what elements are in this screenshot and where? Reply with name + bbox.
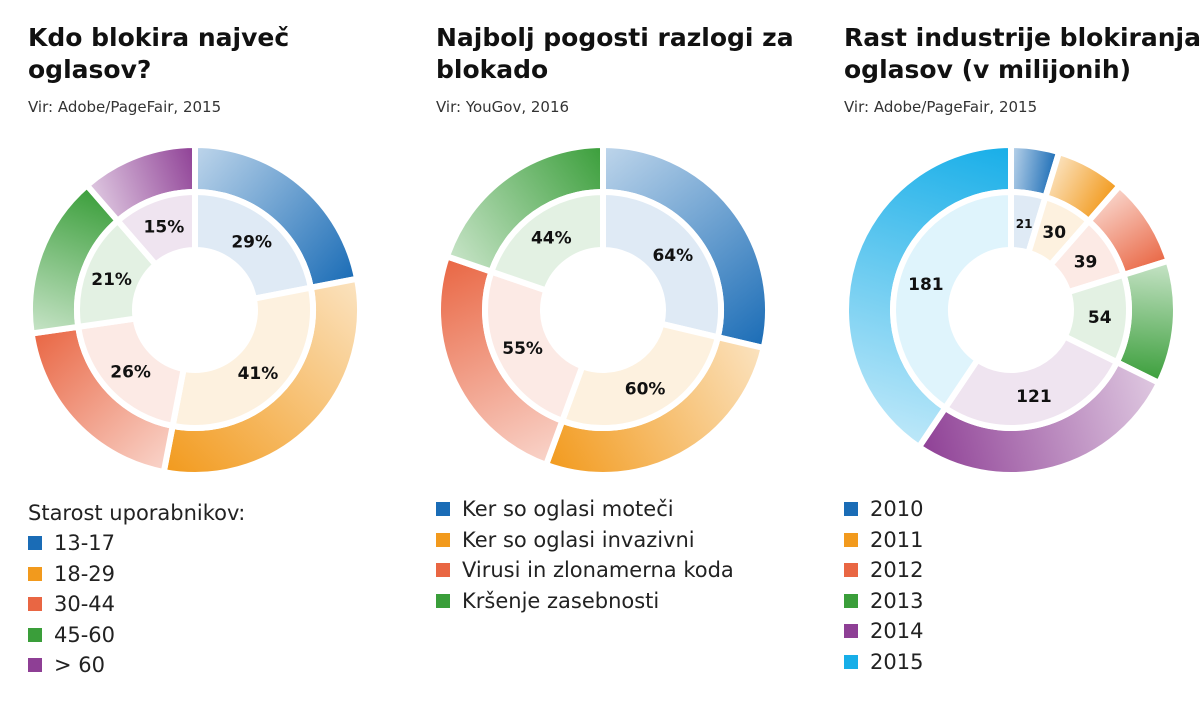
legend-swatch [436,593,450,608]
legend-label: 18-29 [54,561,116,586]
chart-source: Vir: Adobe/PageFair, 2015 [844,98,1038,116]
legend-label: 2014 [870,619,924,643]
legend-item: 2013 [844,586,923,617]
legend-age: Starost uporabnikov: 13-17 18-29 30-44 45-6… [28,498,245,681]
donut-segment-inner [890,188,1014,413]
legend-swatch [28,536,42,551]
legend-swatch [436,532,450,547]
legend-label: 2010 [870,497,924,521]
donut-segment-inner [600,188,724,341]
donut-chart-growth: 21 30 39 54 121 181 [843,141,1179,478]
data-label: 60% [625,379,666,399]
legend-item: 2014 [844,616,923,647]
legend-label: 2012 [870,558,924,582]
data-label: 44% [531,229,572,249]
legend-swatch [844,593,858,608]
donut-segment-inner [482,267,587,425]
legend-label: 2015 [870,649,924,674]
legend-item: Ker so oglasi invazivni [436,525,734,556]
legend-heading: Starost uporabnikov: [28,501,246,525]
legend-swatch [436,502,450,517]
data-label: 15% [144,218,185,238]
legend-swatch [844,532,858,547]
data-label: 55% [502,339,543,359]
legend-swatch [28,566,42,581]
legend-item: 45-60 [28,620,245,651]
donut-segment-inner [192,188,315,303]
chart-panel-growth: Rast industrije blokiranja oglasov (v mi… [816,0,1200,702]
donut-segment-inner [74,315,188,430]
chart-panel-reasons: Najbolj pogosti razlogi za blokado Vir: … [408,0,808,702]
data-label: 26% [110,362,151,382]
donut-segment-inner [941,332,1121,431]
chart-title: Rast industrije blokiranja oglasov (v mi… [844,23,1200,84]
legend-reasons: Ker so oglasi moteči Ker so oglasi invazi… [436,494,734,616]
chart-title: Najbolj pogosti razlogi za blokado [436,23,794,84]
data-label: 21% [91,270,132,290]
legend-item: 2011 [844,525,923,556]
legend-item: 2012 [844,555,923,586]
chart-panel-age: Kdo blokira največ oglasov? Vir: Adobe/P… [0,0,400,702]
legend-item: 13-17 [28,528,245,559]
data-label: 181 [908,275,944,295]
data-label: 54 [1088,308,1112,328]
legend-swatch [844,563,858,578]
legend-label: Virusi in zlonamerna koda [462,558,734,582]
legend-label: 13-17 [54,531,116,555]
legend-item: 2010 [844,494,923,525]
donut-segment-inner [487,188,606,295]
legend-label: 2013 [870,588,924,613]
legend-label: > 60 [54,653,105,677]
data-label: 29% [231,232,272,252]
legend-swatch [436,563,450,578]
chart-title: Kdo blokira največ oglasov? [28,23,290,84]
data-label: 121 [1016,387,1052,407]
donut-chart-reasons: 64% 60% 55% 44% [435,141,771,478]
donut-segment-inner [558,320,722,431]
legend-item: > 60 [28,650,245,681]
data-label: 39 [1074,252,1098,272]
legend-label: Kršenje zasebnosti [462,588,660,613]
legend-swatch [844,654,858,669]
legend-item: 18-29 [28,559,245,590]
legend-item: Kršenje zasebnosti [436,586,734,617]
legend-label: Ker so oglasi moteči [462,497,674,521]
data-label: 41% [238,364,279,384]
legend-item: 2015 [844,647,923,678]
legend-swatch [28,597,42,612]
legend-label: 30-44 [54,592,116,616]
legend-swatch [28,627,42,642]
legend-item: 30-44 [28,589,245,620]
legend-item: Ker so oglasi moteči [436,494,734,525]
legend-swatch [28,658,42,673]
chart-source: Vir: Adobe/PageFair, 2015 [28,98,222,116]
data-label: 30 [1042,223,1066,243]
donut-segment-inner [169,284,316,431]
donut-chart-age: 29% 41% 26% 21% 15% [27,141,363,478]
data-label: 64% [652,246,693,266]
data-label: 21 [1016,217,1033,231]
legend-item: Virusi in zlonamerna koda [436,555,734,586]
legend-growth: 2010 2011 2012 2013 2014 2015 [844,494,923,677]
legend-swatch [844,624,858,639]
legend-label: 2011 [870,527,924,552]
legend-label: 45-60 [54,622,116,647]
legend-swatch [844,502,858,517]
chart-source: Vir: YouGov, 2016 [436,98,570,116]
legend-label: Ker so oglasi invazivni [462,527,695,552]
donut-segment-inner [113,188,198,269]
